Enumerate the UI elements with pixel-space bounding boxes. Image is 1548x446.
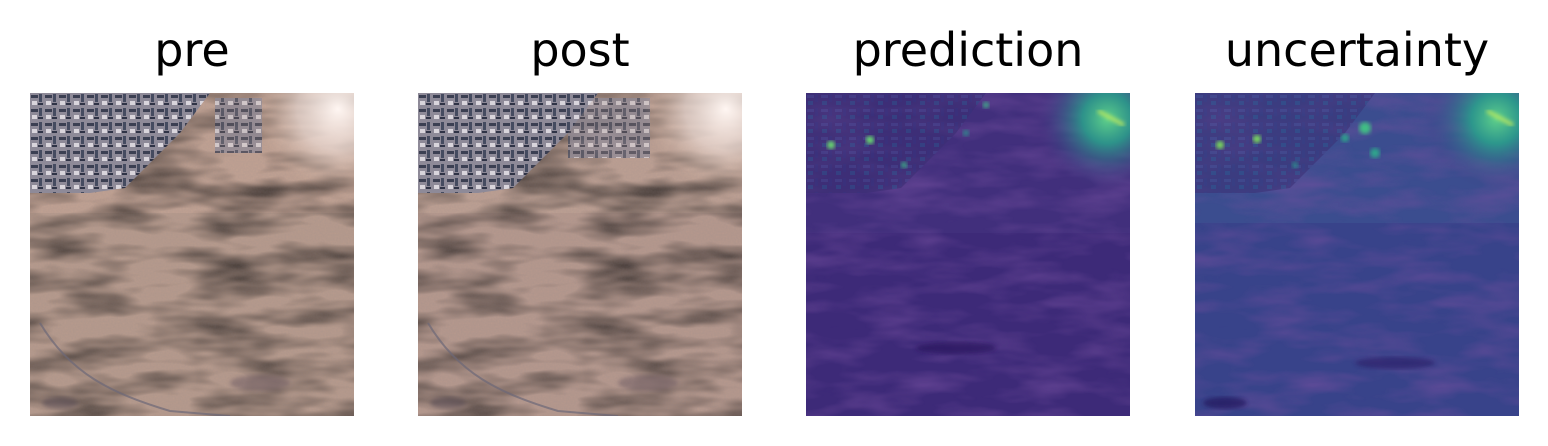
- panel-title: pre: [154, 23, 230, 77]
- pre-satellite-image: [30, 93, 354, 416]
- post-satellite-image: [418, 93, 742, 416]
- panel-title: uncertainty: [1224, 23, 1490, 77]
- panel-prediction: prediction: [806, 0, 1130, 446]
- panel-pre: pre: [30, 0, 354, 446]
- panel-post: post: [418, 0, 742, 446]
- prediction-heatmap: [806, 93, 1130, 416]
- panel-title: prediction: [852, 23, 1084, 77]
- panel-uncertainty: uncertainty: [1195, 0, 1519, 446]
- panel-title: post: [530, 23, 630, 77]
- uncertainty-heatmap: [1195, 93, 1519, 416]
